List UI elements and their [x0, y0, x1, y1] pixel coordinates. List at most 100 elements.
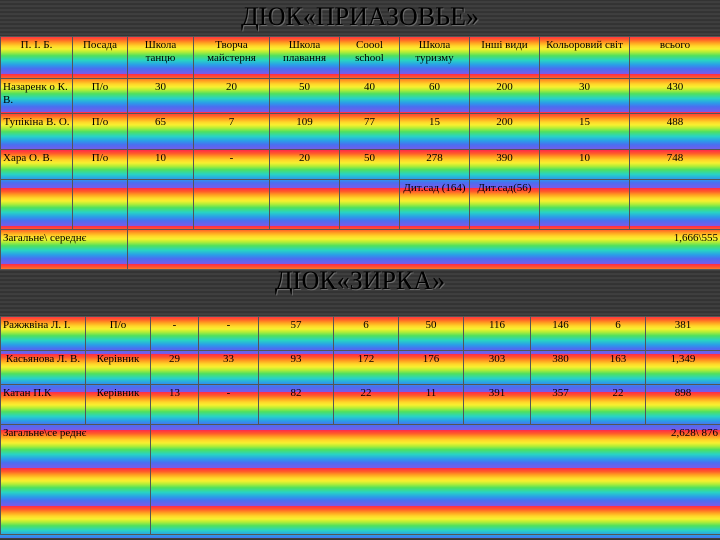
table-row: Назаренк о К. В. П/о 30 20 50 40 60 200 …: [0, 78, 720, 114]
table-zirka: Ражжвіна Л. І. П/о - - 57 6 50 116 146 6…: [0, 316, 720, 535]
header-cell: П. І. Б.: [0, 36, 73, 79]
table-cell: 109: [269, 113, 340, 150]
header-cell: Посада: [72, 36, 128, 79]
table-cell: 22: [333, 384, 399, 425]
table-cell: 278: [399, 149, 470, 180]
table-cell: 6: [590, 316, 646, 351]
table-cell: 60: [399, 78, 470, 114]
table-cell: 7: [193, 113, 270, 150]
table-cell: 22: [590, 384, 646, 425]
kindergarten-note-cell: Дит.сад(56): [469, 179, 540, 230]
table-cell: 200: [469, 78, 540, 114]
section1-title: ДЮК«ПРИАЗОВЬЕ»: [241, 2, 479, 31]
table-cell: 176: [398, 350, 464, 385]
table-cell: 30: [127, 78, 194, 114]
header-cell: Coool school: [339, 36, 400, 79]
table-cell: Керівник: [85, 350, 151, 385]
table-cell: 172: [333, 350, 399, 385]
name-cell: Катан П.К: [0, 384, 86, 425]
table-row: Ражжвіна Л. І. П/о - - 57 6 50 116 146 6…: [0, 316, 720, 351]
table-cell: П/о: [72, 78, 128, 114]
table-cell: 380: [530, 350, 591, 385]
table-cell: 1,349: [645, 350, 720, 385]
table-cell: -: [198, 316, 259, 351]
header-cell: всього: [629, 36, 720, 79]
average-row: Загальне\се реднє 2,628\ 876: [0, 424, 720, 535]
table-cell: 20: [193, 78, 270, 114]
table-cell: [629, 179, 720, 230]
header-cell: Кольоровий світ: [539, 36, 630, 79]
table-cell: [72, 179, 128, 230]
table-cell: [339, 179, 400, 230]
table-cell: 898: [645, 384, 720, 425]
table-cell: П/о: [85, 316, 151, 351]
table-cell: 40: [339, 78, 400, 114]
table-cell: 116: [463, 316, 531, 351]
average-value: 2,628\ 876: [150, 424, 720, 535]
name-cell: Ражжвіна Л. І.: [0, 316, 86, 351]
table-cell: 748: [629, 149, 720, 180]
table-cell: 146: [530, 316, 591, 351]
table-row: Касьянова Л. В. Керівник 29 33 93 172 17…: [0, 350, 720, 385]
table-cell: 6: [333, 316, 399, 351]
table-cell: [127, 179, 194, 230]
table-cell: 430: [629, 78, 720, 114]
name-cell: Тупікіна В. О.: [0, 113, 73, 150]
table-row: Хара О. В. П/о 10 - 20 50 278 390 10 748: [0, 149, 720, 180]
table-cell: 10: [127, 149, 194, 180]
table-cell: 33: [198, 350, 259, 385]
header-cell: Школа плавання: [269, 36, 340, 79]
table-cell: 200: [469, 113, 540, 150]
table-cell: 488: [629, 113, 720, 150]
table-cell: 82: [258, 384, 334, 425]
table-cell: 10: [539, 149, 630, 180]
table-cell: 65: [127, 113, 194, 150]
table-cell: [269, 179, 340, 230]
table-cell: -: [198, 384, 259, 425]
average-row: Загальне\ середнє 1,666\555: [0, 229, 720, 270]
table-cell: 57: [258, 316, 334, 351]
table-cell: 303: [463, 350, 531, 385]
table-cell: -: [193, 149, 270, 180]
table-cell: 391: [463, 384, 531, 425]
table-cell: 15: [399, 113, 470, 150]
kindergarten-note-cell: Дит.сад (164): [399, 179, 470, 230]
table-cell: 15: [539, 113, 630, 150]
table-cell: 11: [398, 384, 464, 425]
average-label: Загальне\ середнє: [0, 229, 128, 270]
name-cell: Касьянова Л. В.: [0, 350, 86, 385]
table-cell: [539, 179, 630, 230]
table-cell: 381: [645, 316, 720, 351]
table-cell: 50: [339, 149, 400, 180]
table-row: Катан П.К Керівник 13 - 82 22 11 391 357…: [0, 384, 720, 425]
table-cell: 77: [339, 113, 400, 150]
table-cell: 163: [590, 350, 646, 385]
header-cell: Інші види: [469, 36, 540, 79]
table-cell: П/о: [72, 149, 128, 180]
header-cell: Творча майстерня: [193, 36, 270, 79]
table-cell: 390: [469, 149, 540, 180]
name-cell: Назаренк о К. В.: [0, 78, 73, 114]
table-priazovye: П. І. Б. Посада Школа танцю Творча майст…: [0, 36, 720, 270]
table-cell: 50: [269, 78, 340, 114]
section2-title: ДЮК«ЗИРКА»: [274, 266, 446, 295]
name-cell: Хара О. В.: [0, 149, 73, 180]
table-cell: 50: [398, 316, 464, 351]
header-cell: Школа туризму: [399, 36, 470, 79]
average-value: 1,666\555: [127, 229, 720, 270]
header-row: П. І. Б. Посада Школа танцю Творча майст…: [0, 36, 720, 79]
table-cell: 93: [258, 350, 334, 385]
table-row: Дит.сад (164) Дит.сад(56): [0, 179, 720, 230]
table-cell: 20: [269, 149, 340, 180]
header-cell: Школа танцю: [127, 36, 194, 79]
average-label: Загальне\се реднє: [0, 424, 151, 535]
table-cell: 29: [150, 350, 199, 385]
table-row: Тупікіна В. О. П/о 65 7 109 77 15 200 15…: [0, 113, 720, 150]
table-cell: [0, 179, 73, 230]
table-cell: 30: [539, 78, 630, 114]
table-cell: П/о: [72, 113, 128, 150]
table-cell: [193, 179, 270, 230]
table-cell: 357: [530, 384, 591, 425]
table-cell: -: [150, 316, 199, 351]
